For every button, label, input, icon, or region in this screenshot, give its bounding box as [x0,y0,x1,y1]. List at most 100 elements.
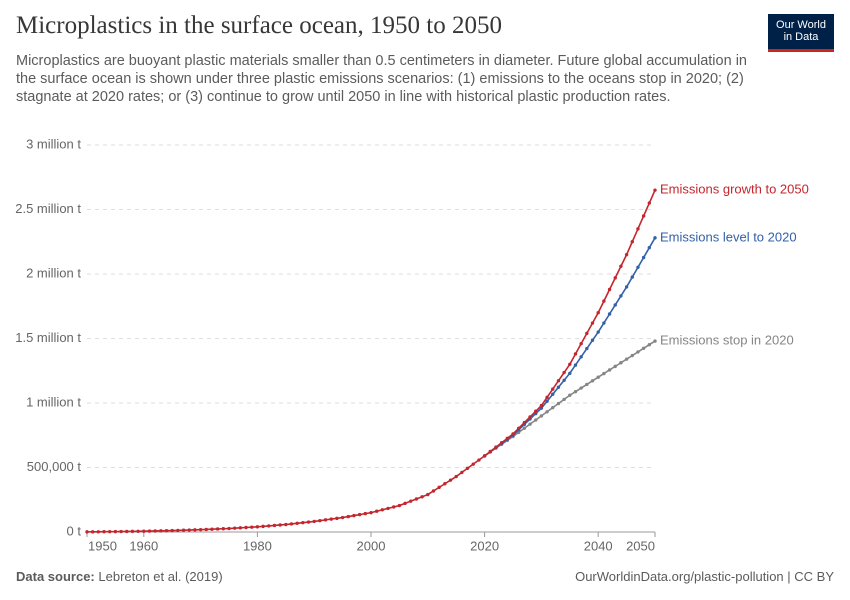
point [113,529,118,534]
point [255,525,260,529]
point [573,389,578,394]
point [357,512,362,517]
point [562,370,566,375]
point [568,371,572,376]
point [295,521,299,525]
point [477,458,481,462]
point [602,299,606,303]
point [494,445,498,449]
point [585,331,589,336]
point [539,403,544,408]
y-tick-label: 1 million t [26,394,81,409]
point [511,432,515,436]
point [278,523,282,527]
point [465,466,470,470]
point [426,492,430,497]
footer-link[interactable]: OurWorldinData.org/plastic-pollution | C… [575,569,834,584]
point [420,495,424,499]
logo-line: Our World [776,19,826,31]
point [653,236,657,240]
point [545,399,549,403]
point [505,436,510,441]
point [568,393,572,397]
point [636,350,640,354]
point [579,341,583,346]
point [346,514,350,519]
logo[interactable]: Our World in Data [768,14,834,52]
point [653,188,657,192]
point [374,509,379,513]
point [102,530,106,534]
point [602,371,606,376]
point [392,505,396,509]
point [534,409,538,413]
point [221,527,226,531]
series-line [86,189,656,533]
point [386,506,390,511]
point [471,462,475,466]
point [653,339,657,343]
point [397,503,402,508]
point [147,529,152,533]
point [619,294,623,298]
point [641,255,646,260]
point [267,524,271,528]
point [522,420,527,425]
point [329,517,333,521]
point [210,527,214,531]
point [130,529,135,534]
x-tick-label: 1960 [129,538,158,553]
point [636,227,640,231]
series-label: Emissions level to 2020 [660,229,797,244]
point [630,275,634,279]
point [551,405,555,410]
point [528,422,532,426]
point [579,386,583,390]
point [585,382,589,387]
point [318,518,322,523]
point [181,528,186,532]
point [170,528,174,533]
point [244,525,248,530]
point [454,474,458,479]
source-label: Data source: [16,569,95,584]
point [590,338,595,343]
point [488,449,492,454]
point [153,529,157,533]
point [607,287,612,292]
point [596,375,600,379]
point [624,285,629,289]
point [232,526,237,530]
point [556,401,561,406]
point [403,501,407,506]
point [437,485,441,490]
point [528,415,532,419]
point [301,520,305,525]
point [380,508,385,512]
x-tick-label: 2000 [357,538,386,553]
point [90,530,95,534]
point [85,530,89,534]
point [590,379,595,383]
point [198,527,203,532]
point [624,357,629,361]
point [551,392,555,396]
point [619,264,623,268]
point [641,214,646,218]
point [613,303,617,307]
point [125,529,129,534]
point [369,510,373,515]
point [448,478,453,482]
x-tick-label: 2050 [626,538,655,553]
point [431,489,436,493]
point [556,385,561,389]
point [607,368,612,372]
point [215,527,220,531]
source-text: Lebreton et al. (2019) [98,569,223,584]
point [619,361,623,365]
point [352,513,356,518]
y-tick-label: 2 million t [26,265,81,280]
point [119,529,123,534]
point [568,362,572,366]
